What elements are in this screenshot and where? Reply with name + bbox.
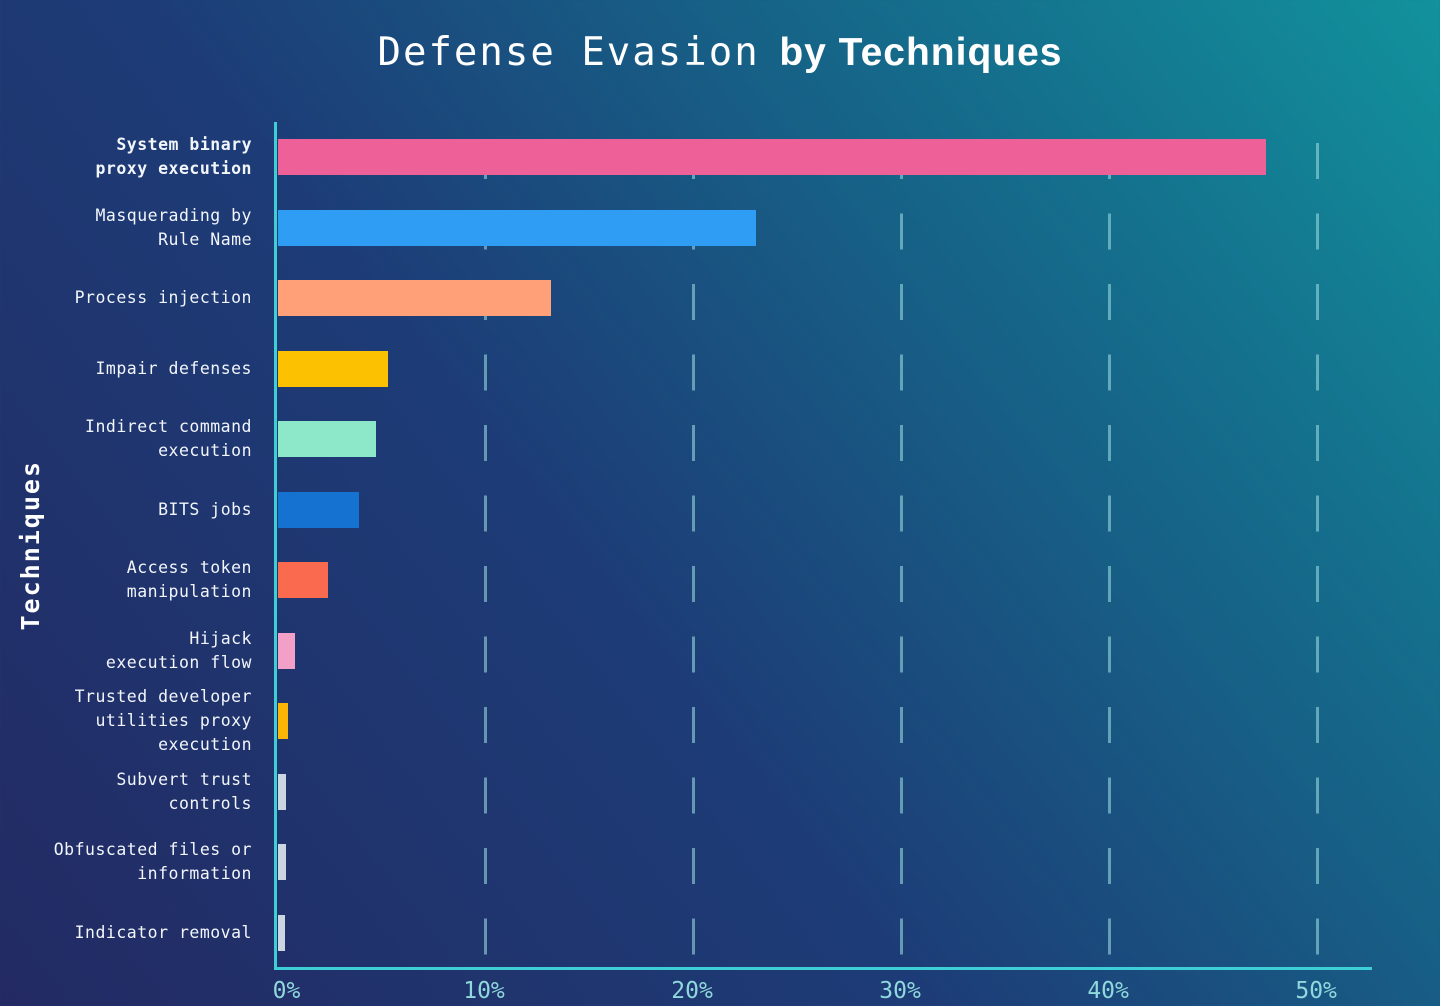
gridlines-layer <box>276 122 1364 968</box>
category-label: Obfuscated files or information <box>53 840 252 884</box>
bar <box>278 350 389 387</box>
y-axis-title-text: Techniques <box>15 459 45 631</box>
bar-row: BITS jobs <box>158 475 1364 546</box>
bar <box>278 139 1267 176</box>
category-label: BITS jobs <box>158 499 252 519</box>
bar <box>278 280 551 317</box>
x-tick-label: 50% <box>1295 978 1337 1004</box>
bar <box>278 773 286 810</box>
bars-layer: System binary proxy execution Masquerading… <box>54 122 1364 969</box>
chart-title-main: Defense Evasion <box>377 30 760 75</box>
category-label: Masquerading by Rule Name <box>95 205 252 249</box>
bar <box>278 844 286 881</box>
bar-row: Indirect command execution <box>85 404 1364 475</box>
bar-row: Access token manipulation <box>127 545 1364 616</box>
bar <box>278 491 360 528</box>
x-tick-label: 0% <box>272 978 301 1004</box>
bar-row: Subvert trust controls <box>116 757 1364 828</box>
x-tick-label: 40% <box>1087 978 1129 1004</box>
gridline-40 <box>1108 126 1112 962</box>
bar <box>278 632 295 669</box>
bar-row: Process injection <box>75 263 1364 334</box>
plot-area: System binary proxy execution Masquerading… <box>54 122 1372 1004</box>
category-label: Subvert trust controls <box>116 769 252 813</box>
category-label: Hijack execution flow <box>105 628 252 672</box>
category-label: Indirect command execution <box>85 417 252 461</box>
x-axis-line <box>274 967 1372 970</box>
category-label: Trusted developer utilities proxy executio… <box>74 687 252 755</box>
gridline-50 <box>1316 126 1320 962</box>
chart-title: Defense Evasion by Techniques <box>0 30 1440 75</box>
bar-row: Obfuscated files or information <box>54 827 1364 898</box>
category-label: Indicator removal <box>74 922 252 942</box>
x-tick-label: 30% <box>879 978 921 1004</box>
category-label: Process injection <box>74 288 252 308</box>
bar <box>278 562 328 599</box>
x-axis-ticks: 0% 10% 20% 30% 40% 50% <box>272 978 1364 1006</box>
bar-row: Masquerading by Rule Name <box>95 193 1364 264</box>
category-label: Access token manipulation <box>126 558 252 602</box>
gridline-10 <box>484 126 488 962</box>
bar-row: Hijack execution flow <box>106 616 1364 687</box>
category-label: Impair defenses <box>95 358 252 378</box>
bar-row: Indicator removal <box>75 898 1364 969</box>
y-axis-line <box>274 122 277 970</box>
bar <box>278 421 376 458</box>
gridline-30 <box>900 126 904 962</box>
x-tick-label: 20% <box>671 978 713 1004</box>
bar <box>278 209 757 246</box>
bar-row: Trusted developer utilities proxy executio… <box>75 686 1364 757</box>
bar-row: System binary proxy execution <box>95 122 1364 193</box>
gridline-20 <box>692 126 696 962</box>
bar-row: Impair defenses <box>95 334 1364 405</box>
x-tick-label: 10% <box>463 978 505 1004</box>
bar <box>278 703 289 740</box>
category-label: System binary proxy execution <box>95 135 252 179</box>
chart-title-suffix: by Techniques <box>779 31 1063 74</box>
bar <box>278 914 285 951</box>
